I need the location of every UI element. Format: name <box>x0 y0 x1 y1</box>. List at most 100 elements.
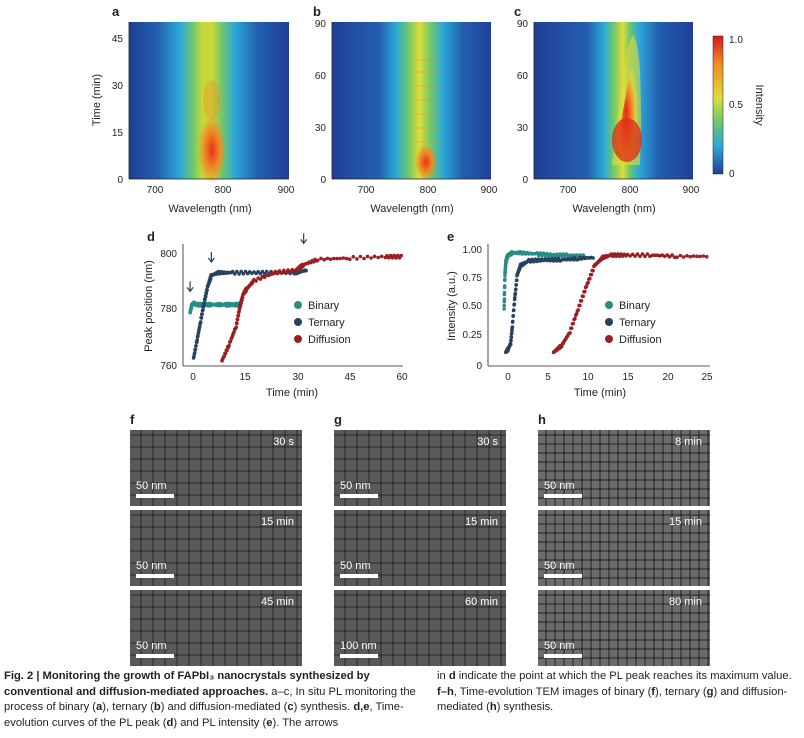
e-xtick: 15 <box>622 372 634 383</box>
tem-image-h: 8 min 50 nm <box>538 430 710 506</box>
data-point-diffusion <box>591 268 595 273</box>
data-point-ternary <box>201 308 205 312</box>
legend-swatch-ternary <box>605 318 613 326</box>
tem-scale-bar <box>544 654 582 658</box>
panel-letter-a: a <box>112 4 120 19</box>
tem-time-label: 30 s <box>477 436 498 448</box>
data-point-diffusion <box>316 258 320 263</box>
data-point-ternary <box>192 351 197 355</box>
e-ytick: 0.25 <box>463 330 483 341</box>
data-point-diffusion <box>584 284 589 289</box>
d-ytick: 760 <box>160 361 177 372</box>
data-point-diffusion <box>675 255 679 259</box>
heatmap-b: 700 800 900 0 30 60 90 Wavelength (nm) <box>315 19 498 215</box>
d-legend: Binary Ternary Diffusion <box>294 300 351 346</box>
tem-scale-bar <box>340 574 378 578</box>
a-ytick: 45 <box>112 34 124 45</box>
data-point-ternary <box>515 278 519 283</box>
data-point-diffusion <box>351 254 356 259</box>
e-xlabel: Time (min) <box>574 387 626 399</box>
caption-left: Fig. 2 | Monitoring the growth of FAPbI₃… <box>4 670 416 729</box>
data-point-binary <box>502 290 507 295</box>
b-ytick: 60 <box>315 71 327 82</box>
colorbar-tick: 1.0 <box>729 35 743 46</box>
tem-time-label: 15 min <box>668 516 702 528</box>
data-point-ternary <box>513 291 518 296</box>
data-point-diffusion <box>635 252 640 256</box>
tem-scale-label: 50 nm <box>136 480 167 492</box>
c-xlabel: Wavelength (nm) <box>572 203 655 215</box>
data-point-ternary <box>208 276 213 281</box>
c-ytick: 30 <box>517 123 529 134</box>
data-point-ternary <box>514 287 518 291</box>
e-ytick: 0 <box>476 361 482 372</box>
data-point-ternary <box>197 324 202 329</box>
data-point-ternary <box>233 272 237 276</box>
data-point-diffusion <box>325 256 330 261</box>
data-point-diffusion <box>574 312 579 316</box>
data-point-ternary <box>509 339 513 343</box>
data-point-diffusion <box>691 254 696 258</box>
data-point-diffusion <box>258 277 263 281</box>
data-point-ternary <box>230 269 235 274</box>
data-point-ternary <box>203 295 208 299</box>
panel-letter-g: g <box>334 412 342 427</box>
data-point-ternary <box>512 308 516 312</box>
data-point-diffusion <box>630 252 635 257</box>
data-point-diffusion <box>399 253 404 258</box>
legend-swatch-binary <box>605 301 613 309</box>
data-point-ternary <box>198 320 203 324</box>
tem-image-g: 15 min 50 nm <box>334 510 506 586</box>
colorbar-tick: 0 <box>729 169 735 180</box>
b-ytick: 0 <box>320 175 326 186</box>
legend-swatch-diffusion <box>294 335 302 343</box>
panel-letter-c: c <box>514 4 522 19</box>
e-xtick: 25 <box>701 372 713 383</box>
data-point-ternary <box>512 302 517 306</box>
data-point-ternary <box>193 347 198 352</box>
data-point-binary <box>503 277 507 281</box>
d-xtick: 45 <box>344 372 356 383</box>
data-point-diffusion <box>284 270 288 275</box>
data-point-diffusion <box>279 271 284 275</box>
data-point-ternary <box>514 283 519 287</box>
data-point-diffusion <box>227 343 231 348</box>
data-point-diffusion <box>362 256 366 261</box>
panel-letter-h: h <box>538 412 546 427</box>
data-point-diffusion <box>688 254 692 259</box>
caption-right: in d indicate the point at which the PL … <box>437 670 792 713</box>
d-xtick: 15 <box>239 372 251 383</box>
max-peak-arrow <box>300 233 308 245</box>
colorbar-tick: 0.5 <box>729 100 743 111</box>
data-point-diffusion <box>341 256 346 260</box>
a-ylabel: Time (min) <box>91 74 103 126</box>
data-point-ternary <box>508 342 513 347</box>
tem-scale-bar <box>136 574 174 578</box>
tem-scale-label: 50 nm <box>136 640 167 652</box>
data-point-diffusion <box>581 294 585 299</box>
tem-time-label: 15 min <box>260 516 294 528</box>
data-point-diffusion <box>235 317 240 322</box>
data-point-diffusion <box>576 308 580 312</box>
tem-image-f: 45 min 50 nm <box>130 590 302 666</box>
data-point-ternary <box>264 269 269 274</box>
e-legend: Binary Ternary Diffusion <box>605 300 662 346</box>
tem-scale-label: 50 nm <box>136 560 167 572</box>
data-point-ternary <box>591 256 595 260</box>
data-point-diffusion <box>338 256 343 261</box>
tem-scale-bar <box>340 654 378 658</box>
tem-scale-bar <box>544 494 582 498</box>
data-point-binary <box>502 307 506 311</box>
data-point-diffusion <box>379 254 384 259</box>
data-point-ternary <box>195 338 199 342</box>
tem-image-h: 15 min 50 nm <box>538 510 710 586</box>
a-xlabel: Wavelength (nm) <box>168 203 251 215</box>
data-point-diffusion <box>633 254 637 258</box>
d-ytick: 780 <box>160 304 177 315</box>
data-point-diffusion <box>232 330 236 334</box>
tem-scale-label: 50 nm <box>340 480 371 492</box>
data-point-diffusion <box>670 253 674 257</box>
b-xtick: 800 <box>420 185 437 196</box>
b-ytick: 30 <box>315 123 327 134</box>
panel-letter-f: f <box>130 412 135 427</box>
